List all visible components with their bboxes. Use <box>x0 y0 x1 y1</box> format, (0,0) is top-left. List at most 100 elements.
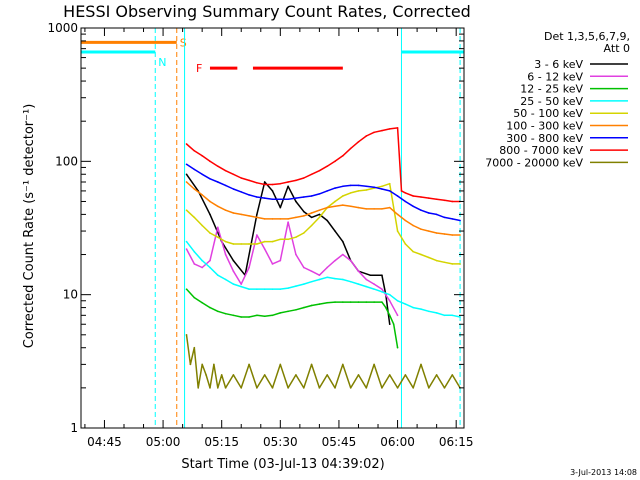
data-point <box>388 323 391 326</box>
data-point <box>271 314 274 317</box>
data-point <box>357 283 360 285</box>
data-point <box>185 163 188 166</box>
data-point <box>310 363 313 366</box>
data-point <box>428 212 430 214</box>
data-point <box>209 387 211 389</box>
data-point <box>302 177 305 179</box>
data-point <box>349 387 352 389</box>
y-tick-label: 1 <box>70 421 78 435</box>
data-point <box>310 270 313 272</box>
data-point <box>263 218 266 220</box>
data-point <box>271 190 274 192</box>
data-point <box>349 259 352 262</box>
data-point <box>216 165 219 167</box>
data-point <box>373 186 375 188</box>
data-point <box>357 301 360 303</box>
data-point <box>373 363 375 366</box>
data-point <box>295 236 297 238</box>
legend-entry-label: 7000 - 20000 keV <box>485 156 583 169</box>
data-point <box>396 127 399 129</box>
legend-entry-label: 800 - 7000 keV <box>499 144 583 157</box>
plot-area: S N F <box>81 28 464 428</box>
data-point <box>318 209 321 212</box>
series-line <box>185 173 391 325</box>
data-point <box>302 215 305 217</box>
data-point <box>310 216 313 219</box>
data-point <box>185 173 188 176</box>
x-tick-label: 05:45 <box>322 435 357 449</box>
data-point <box>263 288 266 290</box>
data-point <box>420 363 422 366</box>
data-point <box>388 190 391 192</box>
data-point <box>381 387 383 389</box>
data-point <box>349 147 352 150</box>
data-point <box>428 197 430 199</box>
data-point <box>334 205 336 208</box>
data-point <box>295 179 297 182</box>
data-point <box>310 195 313 197</box>
data-point <box>400 190 403 192</box>
data-point <box>232 212 235 214</box>
series-line <box>186 127 461 203</box>
x-tick-label: 05:00 <box>146 435 181 449</box>
legend-header-line-1: Det 1,3,5,6,7,9, <box>544 30 630 43</box>
data-point <box>435 374 438 376</box>
data-point <box>388 374 391 376</box>
y-axis: 1 10 100 1000 <box>47 21 464 435</box>
data-point <box>279 182 282 185</box>
data-point <box>213 363 215 366</box>
data-point <box>287 221 289 223</box>
data-point <box>326 266 329 269</box>
data-point <box>357 184 360 187</box>
data-point <box>232 374 235 376</box>
data-point <box>232 270 235 272</box>
legend-entry-label: 50 - 100 keV <box>513 107 583 120</box>
data-point <box>216 181 219 183</box>
data-point <box>271 183 274 186</box>
data-point <box>388 293 391 296</box>
data-point <box>193 250 196 253</box>
data-point <box>443 233 446 235</box>
data-point <box>295 200 297 203</box>
data-point <box>216 387 219 389</box>
data-point <box>185 240 188 243</box>
data-point <box>201 155 203 157</box>
series-line <box>185 181 461 236</box>
data-point <box>263 183 266 186</box>
data-point <box>342 253 344 256</box>
data-point <box>428 387 430 389</box>
data-point <box>271 387 274 389</box>
data-point <box>365 189 368 191</box>
data-point <box>334 277 336 280</box>
data-point <box>201 266 203 269</box>
data-point <box>451 234 454 236</box>
data-point <box>209 160 211 163</box>
data-point <box>326 301 329 304</box>
data-point <box>388 182 391 185</box>
data-point <box>318 303 321 305</box>
data-point <box>396 346 399 349</box>
data-point <box>189 363 192 366</box>
data-point <box>295 285 297 287</box>
data-point <box>373 131 375 134</box>
x-axis-label: Start Time (03-Jul-13 04:39:02) <box>181 457 384 472</box>
data-point <box>193 216 196 219</box>
data-point <box>302 210 305 213</box>
data-point <box>216 226 219 229</box>
data-point <box>201 224 203 227</box>
data-point <box>443 261 446 264</box>
data-point <box>263 248 266 250</box>
data-point <box>240 213 243 216</box>
data-point <box>256 243 258 245</box>
data-point <box>412 224 414 227</box>
data-point <box>451 374 454 376</box>
data-point <box>193 149 196 152</box>
data-point <box>240 177 243 179</box>
data-point <box>271 263 274 265</box>
annotation-label: F <box>196 62 202 75</box>
data-point <box>318 387 321 389</box>
x-tick-label: 06:00 <box>380 435 415 449</box>
data-point <box>310 224 313 227</box>
data-point <box>248 243 250 245</box>
data-point <box>201 363 203 366</box>
